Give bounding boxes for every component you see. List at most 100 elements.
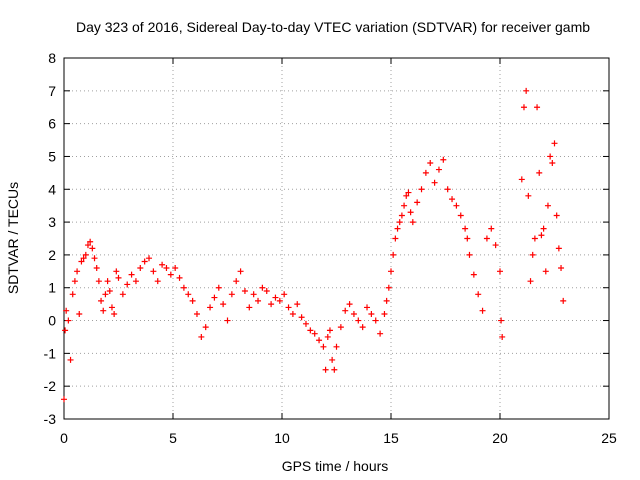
- data-point: [403, 192, 410, 199]
- data-point: [431, 179, 438, 186]
- data-point: [544, 202, 551, 209]
- data-point: [329, 356, 336, 363]
- data-point: [89, 245, 96, 252]
- data-point: [547, 153, 554, 160]
- data-point: [418, 186, 425, 193]
- data-point: [172, 265, 179, 272]
- data-point: [311, 330, 318, 337]
- data-point: [67, 356, 74, 363]
- data-point: [427, 160, 434, 167]
- data-point: [499, 333, 506, 340]
- data-point: [534, 104, 541, 111]
- y-tick-label: -2: [44, 378, 57, 394]
- data-point: [207, 304, 214, 311]
- data-point: [255, 297, 262, 304]
- data-point: [62, 327, 69, 334]
- data-point: [331, 366, 338, 373]
- data-point: [95, 278, 102, 285]
- data-point: [497, 268, 503, 275]
- data-point: [285, 304, 292, 311]
- y-tick-label: -3: [44, 411, 57, 427]
- data-point: [298, 314, 305, 321]
- data-point: [381, 310, 388, 317]
- data-points: [61, 87, 567, 403]
- data-point: [549, 160, 556, 167]
- x-tick-label: 25: [601, 430, 617, 446]
- data-point: [518, 176, 525, 183]
- data-point: [302, 320, 309, 327]
- data-point: [259, 284, 266, 291]
- y-tick-label: 4: [48, 181, 56, 197]
- data-point: [498, 317, 505, 324]
- data-point: [364, 304, 371, 311]
- data-point: [185, 291, 192, 298]
- data-point: [483, 235, 490, 242]
- data-point: [84, 242, 91, 249]
- data-point: [106, 288, 113, 295]
- data-point: [104, 278, 111, 285]
- data-point: [74, 268, 81, 275]
- data-point: [553, 212, 560, 219]
- data-point: [80, 255, 87, 262]
- data-point: [65, 317, 72, 324]
- x-tick-label: 15: [383, 430, 399, 446]
- y-tick-label: 2: [48, 247, 56, 263]
- data-point: [189, 297, 196, 304]
- x-tick-label: 10: [274, 430, 290, 446]
- data-point: [422, 169, 429, 176]
- data-point: [359, 324, 366, 331]
- data-point: [250, 291, 257, 298]
- data-point: [176, 274, 183, 281]
- data-point: [246, 304, 253, 311]
- data-point: [520, 104, 527, 111]
- data-point: [87, 238, 94, 245]
- data-point: [272, 294, 279, 301]
- data-point: [211, 294, 218, 301]
- data-point: [333, 343, 340, 350]
- data-point: [488, 225, 495, 232]
- data-point: [268, 301, 275, 308]
- data-point: [159, 261, 166, 268]
- data-point: [355, 317, 362, 324]
- y-tick-label: -1: [44, 345, 57, 361]
- data-point: [440, 156, 447, 163]
- data-point: [316, 337, 323, 344]
- data-point: [377, 330, 384, 337]
- data-point: [414, 199, 421, 206]
- x-tick-label: 0: [60, 430, 68, 446]
- data-point: [154, 278, 161, 285]
- data-point: [525, 192, 532, 199]
- data-point: [560, 297, 567, 304]
- data-point: [91, 255, 98, 262]
- x-tick-label: 20: [492, 430, 508, 446]
- data-point: [322, 366, 329, 373]
- data-point: [479, 307, 486, 314]
- data-point: [464, 235, 471, 242]
- data-point: [100, 307, 107, 314]
- data-point: [193, 310, 200, 317]
- data-point: [540, 225, 547, 232]
- data-point: [342, 307, 349, 314]
- data-point: [385, 284, 392, 291]
- y-tick-label: 8: [48, 50, 56, 66]
- data-point: [396, 219, 403, 226]
- y-tick-label: 0: [48, 313, 56, 329]
- y-tick-label: 3: [48, 214, 56, 230]
- data-point: [523, 87, 530, 94]
- data-point: [320, 343, 327, 350]
- data-point: [180, 284, 187, 291]
- data-point: [324, 333, 331, 340]
- data-point: [111, 310, 118, 317]
- data-point: [115, 274, 122, 281]
- data-point: [449, 196, 456, 203]
- data-point: [388, 268, 394, 275]
- axis-ticks: 0 5 10 15 20 25 -3 -2 -1 0 1 2 3 4 5 6 7 8: [44, 50, 617, 446]
- data-point: [555, 245, 562, 252]
- data-point: [475, 291, 482, 298]
- data-point: [141, 258, 148, 265]
- plot-area-frame: [63, 57, 610, 420]
- data-point: [326, 327, 333, 334]
- data-point: [228, 291, 235, 298]
- data-point: [124, 281, 131, 288]
